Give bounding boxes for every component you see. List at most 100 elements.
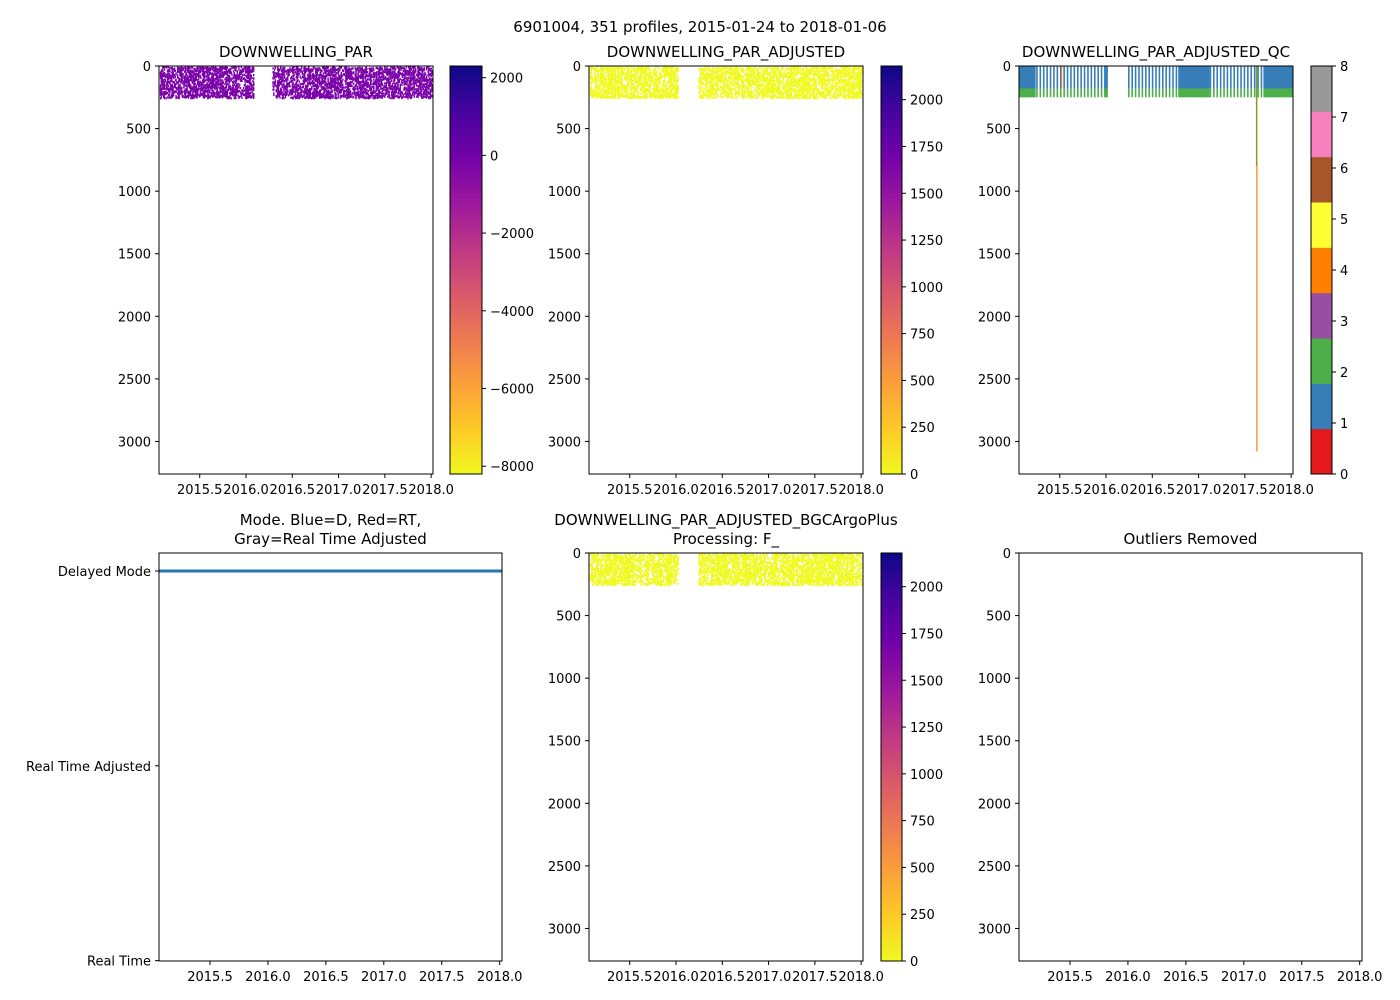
heatmap-cell: [251, 90, 253, 93]
heatmap-cell: [339, 83, 342, 86]
heatmap-cell: [354, 85, 356, 88]
heatmap-cell: [397, 82, 399, 85]
heatmap-cell: [404, 72, 407, 75]
heatmap-cell: [425, 96, 428, 99]
heatmap-cell: [237, 74, 239, 77]
heatmap-cell: [282, 83, 284, 87]
heatmap-cell: [224, 83, 226, 86]
heatmap-cell: [282, 72, 284, 75]
heatmap-cell: [386, 66, 388, 69]
heatmap-cell: [221, 75, 223, 79]
heatmap-cell: [228, 81, 231, 84]
heatmap-cell: [393, 92, 395, 95]
heatmap-cell: [381, 83, 384, 86]
heatmap-cell: [390, 74, 392, 77]
heatmap-cell: [182, 77, 184, 80]
heatmap-cell: [355, 91, 357, 94]
heatmap-cell: [621, 72, 624, 76]
heatmap-cell: [219, 87, 221, 90]
heatmap-cell: [273, 81, 275, 84]
heatmap-cell: [412, 72, 415, 75]
heatmap-cell: [172, 70, 174, 73]
heatmap-cell: [364, 97, 366, 100]
heatmap-cell: [172, 73, 174, 76]
figure-suptitle: 6901004, 351 profiles, 2015-01-24 to 201…: [513, 18, 886, 36]
heatmap-cell: [239, 79, 242, 82]
heatmap-cell: [220, 67, 222, 70]
heatmap-cell: [410, 73, 412, 76]
heatmap-cell: [308, 71, 311, 74]
heatmap-cell: [381, 92, 384, 95]
heatmap-cell: [603, 80, 605, 83]
heatmap-cell: [171, 95, 173, 98]
heatmap-cell: [370, 96, 372, 99]
heatmap-cell: [617, 76, 620, 79]
heatmap-cell: [196, 73, 198, 76]
heatmap-cell: [280, 75, 282, 78]
heatmap-cell: [391, 70, 394, 73]
heatmap-cell: [394, 73, 396, 76]
heatmap-cell: [307, 77, 309, 80]
heatmap-cell: [590, 74, 593, 77]
heatmap-cell: [328, 91, 330, 94]
heatmap-cell: [275, 75, 277, 78]
heatmap-cell: [380, 72, 382, 75]
heatmap-cell: [360, 75, 363, 78]
heatmap-cell: [228, 83, 230, 86]
heatmap-cell: [364, 77, 366, 80]
heatmap-cell: [602, 67, 604, 70]
heatmap-cell: [301, 86, 304, 89]
heatmap-cell: [410, 77, 412, 80]
heatmap-cell: [366, 83, 369, 86]
heatmap-cell: [212, 77, 214, 80]
heatmap-cell: [348, 76, 350, 79]
heatmap-cell: [377, 92, 380, 96]
heatmap-cell: [168, 77, 170, 80]
heatmap-cell: [311, 81, 313, 84]
heatmap-cell: [327, 79, 329, 82]
heatmap-cell: [308, 76, 311, 79]
heatmap-cell: [300, 70, 302, 73]
heatmap-cell: [378, 75, 380, 79]
heatmap-cell: [224, 90, 226, 93]
heatmap-cell: [215, 96, 217, 99]
heatmap-cell: [313, 85, 315, 88]
heatmap-cell: [597, 92, 600, 95]
heatmap-cell: [169, 87, 171, 90]
heatmap-cell: [241, 75, 243, 78]
heatmap-cell: [297, 79, 299, 82]
heatmap-cell: [327, 82, 329, 85]
heatmap-cell: [308, 73, 311, 76]
heatmap-cell: [234, 74, 236, 77]
heatmap-cell: [414, 79, 416, 82]
heatmap-cell: [309, 94, 311, 97]
heatmap-cell: [395, 86, 397, 89]
heatmap-cell: [211, 81, 213, 84]
heatmap-cell: [358, 84, 360, 87]
heatmap-cell: [325, 76, 327, 79]
heatmap-cell: [170, 79, 172, 82]
heatmap-cell: [296, 95, 298, 98]
heatmap-cell: [423, 84, 425, 87]
heatmap-cell: [593, 91, 596, 94]
heatmap-cell: [346, 67, 348, 71]
heatmap-cell: [327, 73, 329, 77]
heatmap-cell: [418, 70, 420, 73]
heatmap-cell: [382, 73, 384, 76]
heatmap-cell: [403, 77, 405, 80]
heatmap-cell: [166, 82, 169, 85]
heatmap-cell: [231, 86, 233, 89]
heatmap-cell: [163, 90, 166, 93]
heatmap-cell: [279, 96, 281, 99]
heatmap-cell: [252, 88, 254, 91]
heatmap-cell: [596, 80, 599, 83]
heatmap-cell: [199, 94, 201, 97]
heatmap-cell: [370, 80, 372, 84]
heatmap-cell: [423, 96, 425, 99]
heatmap-cell: [235, 83, 238, 86]
heatmap-cell: [602, 82, 604, 85]
heatmap-cell: [210, 80, 212, 83]
heatmap-cell: [219, 94, 221, 97]
heatmap-cell: [349, 83, 352, 86]
heatmap-cell: [213, 94, 215, 97]
